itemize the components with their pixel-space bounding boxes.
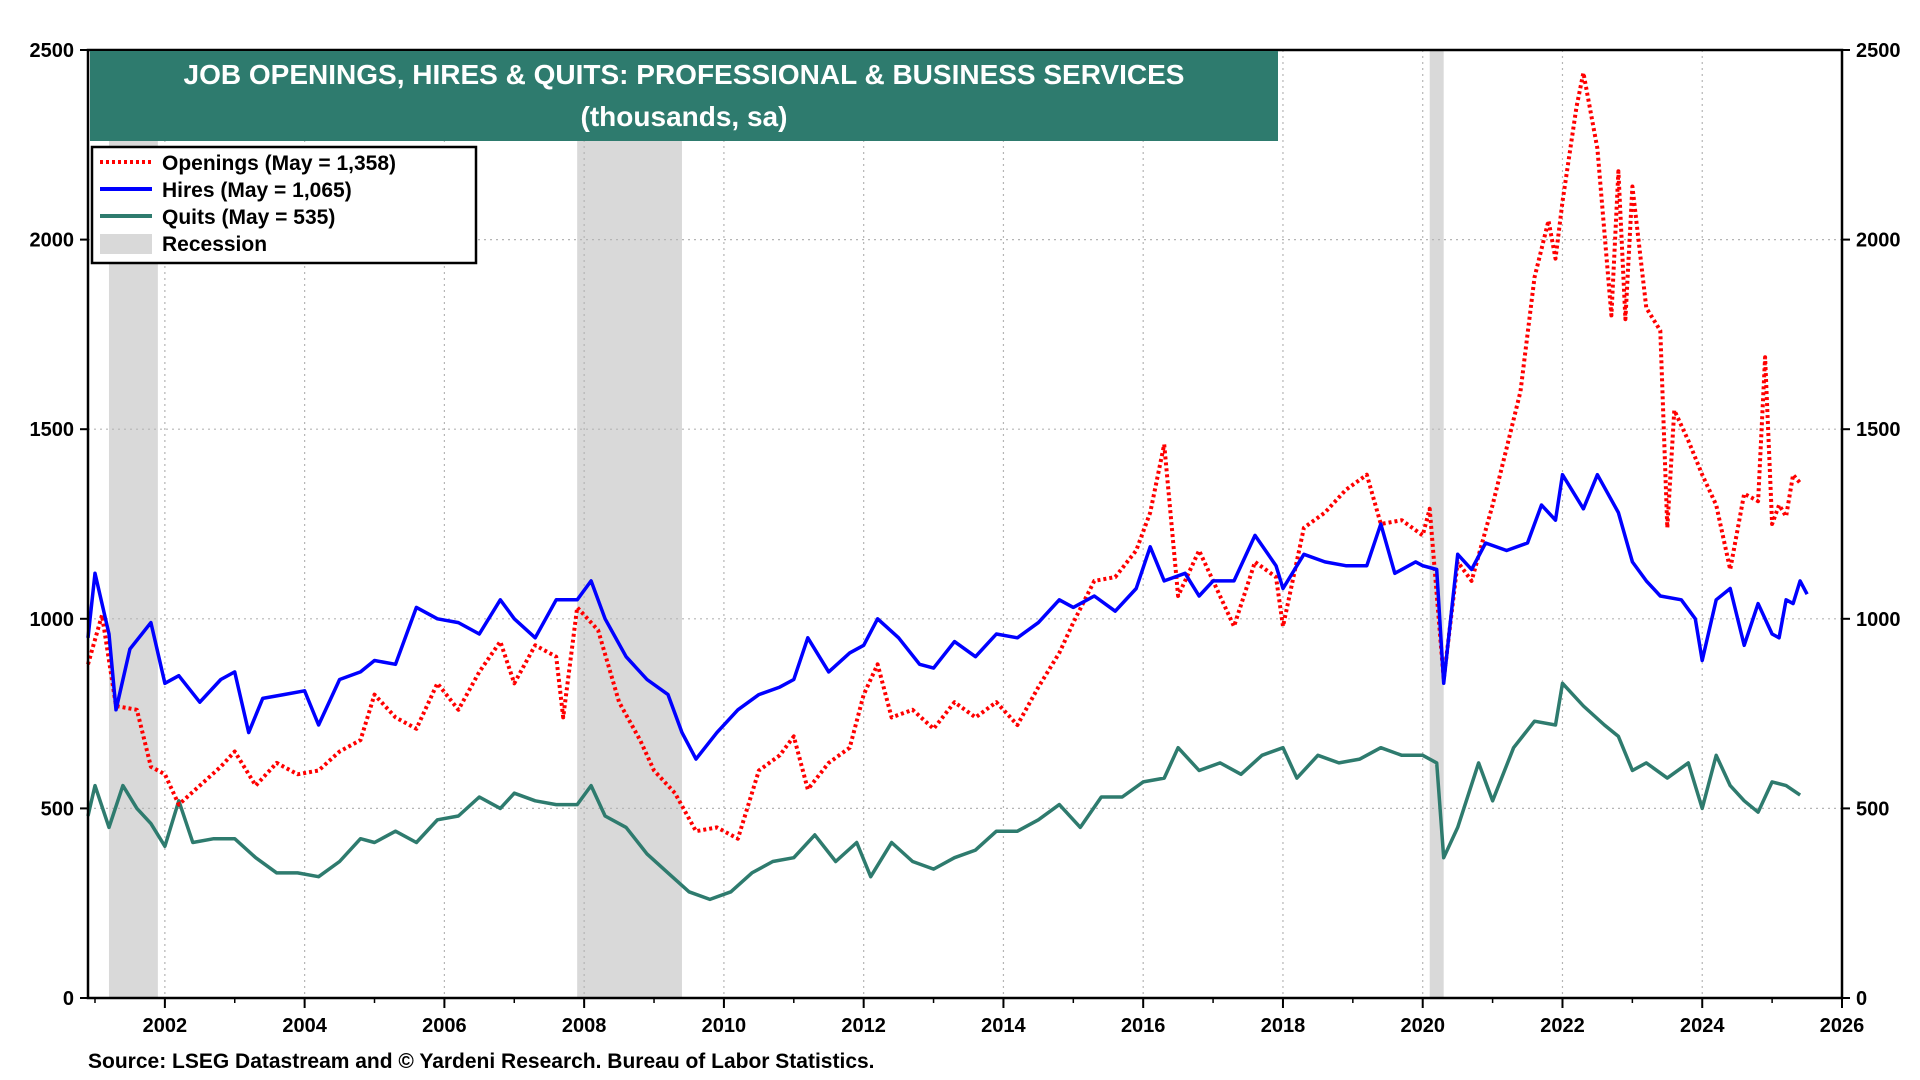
y-tick-label-left: 1000 xyxy=(30,609,75,631)
chart-subtitle: (thousands, sa) xyxy=(581,101,788,132)
y-tick-label-left: 0 xyxy=(63,988,74,1010)
x-tick-label: 2012 xyxy=(841,1015,886,1037)
y-tick-label-left: 1500 xyxy=(30,419,75,441)
legend-label-recession: Recession xyxy=(162,233,267,256)
x-tick-label: 2008 xyxy=(562,1015,607,1037)
x-tick-label: 2010 xyxy=(702,1015,747,1037)
title-background xyxy=(90,51,1278,141)
legend: Openings (May = 1,358) Hires (May = 1,06… xyxy=(90,145,478,265)
y-tick-label-left: 2000 xyxy=(30,230,75,252)
axes: 0 0 500 500 1000 1000 1500 1500 2000 2000 2500 2500… xyxy=(30,40,1901,1037)
x-tick-label: 2020 xyxy=(1400,1015,1445,1037)
x-tick-label: 2014 xyxy=(981,1015,1026,1037)
y-tick-label-right: 2000 xyxy=(1856,230,1901,252)
x-tick-label: 2006 xyxy=(422,1015,467,1037)
x-tick-label: 2018 xyxy=(1261,1015,1306,1037)
y-tick-label-right: 0 xyxy=(1856,988,1867,1010)
x-tick-label: 2016 xyxy=(1121,1015,1166,1037)
legend-swatch-recession xyxy=(100,234,152,254)
y-tick-label-right: 1000 xyxy=(1856,609,1901,631)
legend-label-openings: Openings (May = 1,358) xyxy=(162,152,396,175)
x-tick-label: 2022 xyxy=(1540,1015,1585,1037)
source-note: Source: LSEG Datastream and © Yardeni Re… xyxy=(88,1050,875,1073)
y-tick-label-left: 500 xyxy=(41,798,74,820)
y-tick-label-right: 2500 xyxy=(1856,40,1901,62)
plot-frame xyxy=(86,48,1844,1000)
quits-line xyxy=(86,681,1802,902)
openings-line xyxy=(86,70,1802,841)
x-tick-label: 2024 xyxy=(1680,1015,1725,1037)
x-tick-label: 2026 xyxy=(1820,1015,1865,1037)
y-tick-label-left: 2500 xyxy=(30,40,75,62)
y-tick-label-right: 500 xyxy=(1856,798,1889,820)
legend-label-hires: Hires (May = 1,065) xyxy=(162,179,352,202)
title-box: JOB OPENINGS, HIRES & QUITS: PROFESSIONA… xyxy=(90,51,1278,141)
legend-label-quits: Quits (May = 535) xyxy=(162,206,335,229)
recession-band xyxy=(577,50,682,998)
y-tick-label-right: 1500 xyxy=(1856,419,1901,441)
legend-box xyxy=(90,145,478,265)
series-lines xyxy=(86,70,1809,902)
hires-line xyxy=(86,472,1809,761)
x-tick-label: 2002 xyxy=(143,1015,188,1037)
grid xyxy=(88,50,1842,998)
chart-title: JOB OPENINGS, HIRES & QUITS: PROFESSIONA… xyxy=(184,59,1185,90)
recession-band xyxy=(1429,50,1444,998)
x-tick-label: 2004 xyxy=(282,1015,327,1037)
